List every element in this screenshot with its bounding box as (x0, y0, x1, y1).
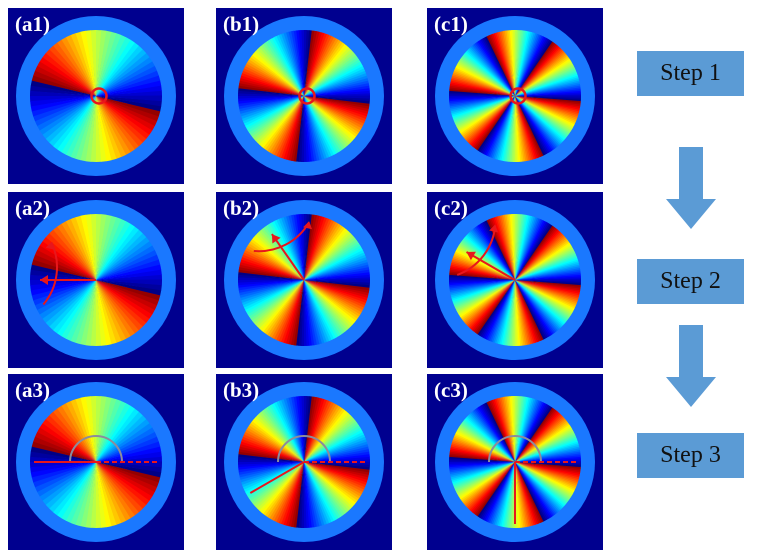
phase-sectors (237, 395, 371, 529)
phase-pattern-b2 (224, 200, 384, 360)
center-marker-circle (509, 87, 527, 105)
angle-guide-arc (277, 435, 331, 463)
down-arrow-icon-1 (666, 147, 716, 229)
phase-sectors (237, 213, 371, 347)
arc-head-icon (45, 241, 55, 250)
phase-pattern-b3 (224, 382, 384, 542)
panel-label-a2: (a2) (15, 196, 50, 220)
angle-line (249, 461, 305, 494)
panel-label-c1: (c1) (434, 12, 468, 36)
phase-sectors (237, 29, 371, 163)
panel-a2: (a2) (8, 192, 184, 368)
panel-a1: (a1) (8, 8, 184, 184)
panel-label-b3: (b3) (223, 378, 260, 402)
phase-pattern-a3 (16, 382, 176, 542)
down-arrow-icon-2 (666, 325, 716, 407)
panel-label-a3: (a3) (15, 378, 50, 402)
panel-b2: (b2) (216, 192, 392, 368)
phase-pattern-c3 (435, 382, 595, 542)
phase-sectors (29, 29, 163, 163)
panel-c2: (c2) (427, 192, 603, 368)
phase-pattern-c1 (435, 16, 595, 176)
step-2-box: Step 2 (637, 259, 744, 304)
center-marker-circle (298, 87, 316, 105)
phase-sectors (29, 395, 163, 529)
panel-label-b2: (b2) (223, 196, 260, 220)
step-3-box: Step 3 (637, 433, 744, 478)
step-1-box: Step 1 (637, 51, 744, 96)
arrow-head-icon (40, 275, 48, 285)
phase-pattern-a1 (16, 16, 176, 176)
phase-sectors (448, 213, 582, 347)
panel-b1: (b1) (216, 8, 392, 184)
rotation-arc-arrow (253, 221, 310, 253)
panel-a3: (a3) (8, 374, 184, 550)
rotation-arc-arrow (456, 225, 497, 276)
angle-guide-arc (69, 435, 123, 463)
panel-label-a1: (a1) (15, 12, 50, 36)
direction-arrow (271, 233, 305, 281)
phase-pattern-c2 (435, 200, 595, 360)
phase-sectors (29, 213, 163, 347)
arc-head-icon (489, 224, 499, 233)
panel-label-c3: (c3) (434, 378, 468, 402)
panel-label-c2: (c2) (434, 196, 468, 220)
angle-guide-arc (488, 435, 542, 463)
arrow-head-icon (271, 234, 281, 244)
arrow-head-icon (466, 251, 476, 261)
center-marker-circle (90, 87, 108, 105)
panel-c1: (c1) (427, 8, 603, 184)
phase-pattern-a2 (16, 200, 176, 360)
direction-arrow (466, 251, 516, 281)
panel-b3: (b3) (216, 374, 392, 550)
phase-sectors (448, 29, 582, 163)
phase-pattern-b1 (224, 16, 384, 176)
panel-label-b1: (b1) (223, 12, 260, 36)
arc-head-icon (303, 221, 313, 230)
panel-c3: (c3) (427, 374, 603, 550)
